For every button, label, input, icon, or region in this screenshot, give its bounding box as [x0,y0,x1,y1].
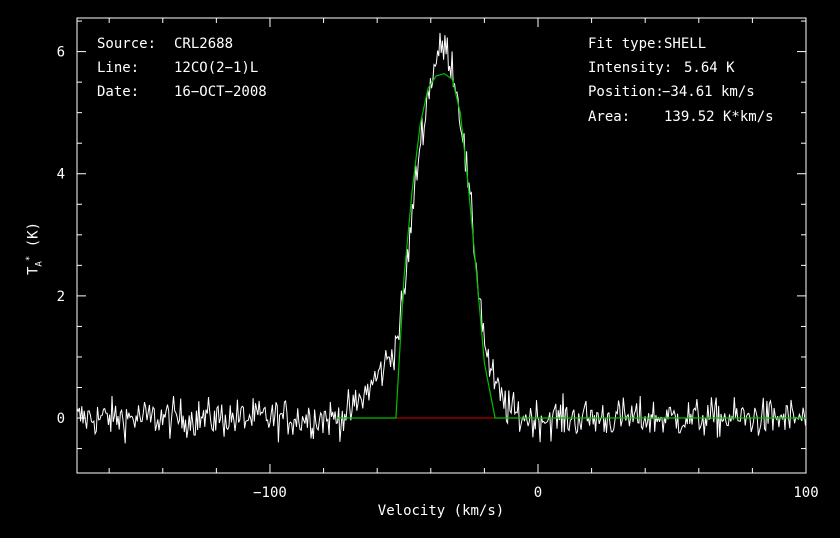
axis-tick-labels: −100 0 100 0 2 4 6 [57,45,819,501]
axis-ticks [77,18,807,473]
source-label: Source: [97,36,157,52]
x-tick-label: 100 [793,485,818,501]
intensity-label: Intensity: [588,60,673,76]
y-axis-label-sup: * [25,255,35,262]
y-tick-label: 4 [57,167,65,183]
fit-series-line [337,72,806,419]
line-value: 12CO(2−1)L [174,60,259,76]
x-tick-label: −100 [253,485,287,501]
x-axis-label: Velocity (km/s) [378,503,504,519]
y-axis-label-unit: (K) [25,221,42,248]
area-label: Area: [588,109,631,125]
y-axis-label: TA* (K) [25,222,45,275]
date-value: 16−OCT−2008 [174,84,267,100]
intensity-value: 5.64 K [684,60,735,76]
plot-frame [76,17,807,474]
y-tick-label: 0 [57,411,65,427]
position-value: −34.61 km/s [662,84,755,100]
date-label: Date: [97,84,140,100]
y-axis-label-sub: A [34,261,45,267]
area-value: 139.52 K*km/s [664,109,774,125]
fit-type-value: SHELL [664,36,707,52]
position-label: Position: [588,84,664,100]
line-label: Line: [97,60,140,76]
spectrum-series-line [76,32,806,444]
source-value: CRL2688 [174,36,234,52]
x-tick-label: 0 [534,485,542,501]
fit-type-label: Fit type: [588,36,664,52]
y-tick-label: 2 [57,289,65,305]
y-tick-label: 6 [57,45,65,61]
y-axis-label-main: T [25,266,42,275]
